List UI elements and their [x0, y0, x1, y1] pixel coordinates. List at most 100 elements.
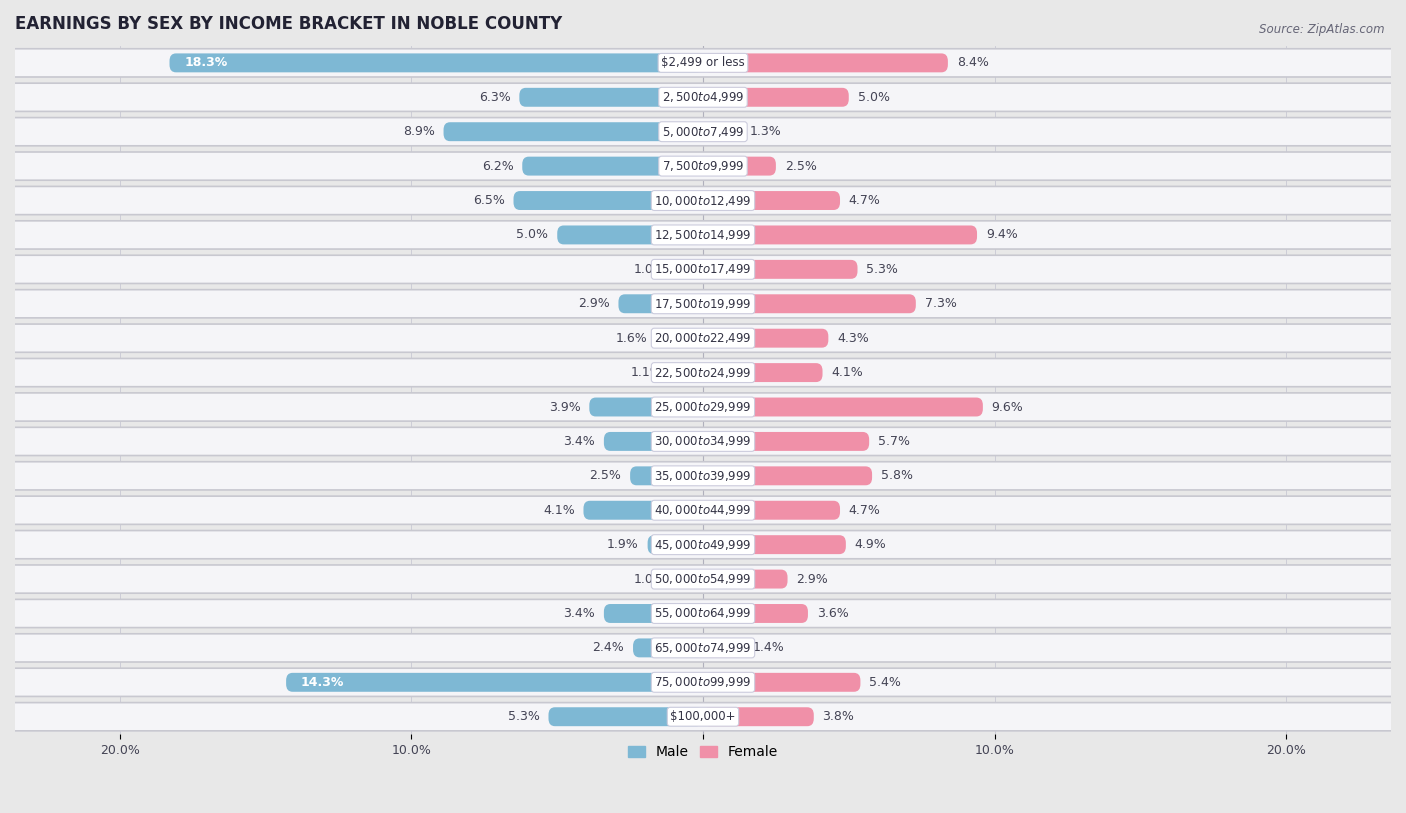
FancyBboxPatch shape: [0, 49, 1406, 77]
Text: 6.5%: 6.5%: [472, 194, 505, 207]
FancyBboxPatch shape: [0, 83, 1406, 111]
FancyBboxPatch shape: [703, 570, 787, 589]
FancyBboxPatch shape: [703, 501, 839, 520]
Text: $30,000 to $34,999: $30,000 to $34,999: [654, 434, 752, 449]
FancyBboxPatch shape: [583, 501, 703, 520]
Text: $2,499 or less: $2,499 or less: [661, 56, 745, 69]
FancyBboxPatch shape: [557, 225, 703, 245]
FancyBboxPatch shape: [0, 118, 1406, 146]
Text: $20,000 to $22,499: $20,000 to $22,499: [654, 331, 752, 346]
Text: $5,000 to $7,499: $5,000 to $7,499: [662, 124, 744, 139]
Text: $22,500 to $24,999: $22,500 to $24,999: [654, 366, 752, 380]
Text: 3.4%: 3.4%: [564, 607, 595, 620]
Text: 14.3%: 14.3%: [301, 676, 344, 689]
Text: EARNINGS BY SEX BY INCOME BRACKET IN NOBLE COUNTY: EARNINGS BY SEX BY INCOME BRACKET IN NOB…: [15, 15, 562, 33]
Text: $10,000 to $12,499: $10,000 to $12,499: [654, 193, 752, 207]
FancyBboxPatch shape: [0, 289, 1406, 318]
Text: 4.7%: 4.7%: [849, 194, 880, 207]
FancyBboxPatch shape: [589, 398, 703, 416]
Text: 5.8%: 5.8%: [880, 469, 912, 482]
Text: 9.4%: 9.4%: [986, 228, 1018, 241]
FancyBboxPatch shape: [703, 260, 858, 279]
Text: $75,000 to $99,999: $75,000 to $99,999: [654, 676, 752, 689]
Text: 5.0%: 5.0%: [858, 91, 890, 104]
FancyBboxPatch shape: [703, 225, 977, 245]
Text: $12,500 to $14,999: $12,500 to $14,999: [654, 228, 752, 242]
FancyBboxPatch shape: [703, 673, 860, 692]
FancyBboxPatch shape: [0, 393, 1406, 421]
FancyBboxPatch shape: [703, 191, 839, 210]
FancyBboxPatch shape: [0, 186, 1406, 215]
FancyBboxPatch shape: [605, 432, 703, 451]
FancyBboxPatch shape: [522, 157, 703, 176]
Legend: Male, Female: Male, Female: [623, 740, 783, 765]
FancyBboxPatch shape: [671, 363, 703, 382]
FancyBboxPatch shape: [703, 328, 828, 348]
Text: $45,000 to $49,999: $45,000 to $49,999: [654, 537, 752, 552]
Text: 2.5%: 2.5%: [589, 469, 621, 482]
Text: $2,500 to $4,999: $2,500 to $4,999: [662, 90, 744, 104]
FancyBboxPatch shape: [0, 221, 1406, 249]
Text: 7.3%: 7.3%: [925, 298, 956, 311]
Text: 1.6%: 1.6%: [616, 332, 648, 345]
FancyBboxPatch shape: [0, 599, 1406, 628]
FancyBboxPatch shape: [443, 122, 703, 141]
Text: 1.0%: 1.0%: [633, 572, 665, 585]
FancyBboxPatch shape: [0, 496, 1406, 524]
Text: 4.9%: 4.9%: [855, 538, 886, 551]
FancyBboxPatch shape: [0, 152, 1406, 180]
Text: 5.0%: 5.0%: [516, 228, 548, 241]
Text: 1.1%: 1.1%: [630, 366, 662, 379]
Text: 4.1%: 4.1%: [831, 366, 863, 379]
Text: $25,000 to $29,999: $25,000 to $29,999: [654, 400, 752, 414]
FancyBboxPatch shape: [619, 294, 703, 313]
Text: 4.1%: 4.1%: [543, 504, 575, 517]
FancyBboxPatch shape: [703, 363, 823, 382]
FancyBboxPatch shape: [0, 668, 1406, 697]
FancyBboxPatch shape: [0, 565, 1406, 593]
Text: 18.3%: 18.3%: [184, 56, 228, 69]
FancyBboxPatch shape: [703, 535, 846, 554]
Text: $35,000 to $39,999: $35,000 to $39,999: [654, 469, 752, 483]
Text: 4.3%: 4.3%: [837, 332, 869, 345]
Text: 8.9%: 8.9%: [404, 125, 434, 138]
Text: 5.7%: 5.7%: [877, 435, 910, 448]
Text: 1.9%: 1.9%: [607, 538, 638, 551]
FancyBboxPatch shape: [630, 467, 703, 485]
Text: $100,000+: $100,000+: [671, 711, 735, 724]
Text: $17,500 to $19,999: $17,500 to $19,999: [654, 297, 752, 311]
FancyBboxPatch shape: [605, 604, 703, 623]
Text: 5.3%: 5.3%: [866, 263, 898, 276]
Text: 3.9%: 3.9%: [548, 401, 581, 414]
FancyBboxPatch shape: [703, 54, 948, 72]
FancyBboxPatch shape: [548, 707, 703, 726]
FancyBboxPatch shape: [0, 428, 1406, 455]
Text: $50,000 to $54,999: $50,000 to $54,999: [654, 572, 752, 586]
Text: $40,000 to $44,999: $40,000 to $44,999: [654, 503, 752, 517]
FancyBboxPatch shape: [703, 432, 869, 451]
FancyBboxPatch shape: [285, 673, 703, 692]
FancyBboxPatch shape: [703, 122, 741, 141]
FancyBboxPatch shape: [673, 570, 703, 589]
FancyBboxPatch shape: [0, 462, 1406, 490]
FancyBboxPatch shape: [703, 604, 808, 623]
FancyBboxPatch shape: [170, 54, 703, 72]
FancyBboxPatch shape: [703, 707, 814, 726]
FancyBboxPatch shape: [657, 328, 703, 348]
FancyBboxPatch shape: [519, 88, 703, 107]
FancyBboxPatch shape: [0, 359, 1406, 387]
FancyBboxPatch shape: [703, 638, 744, 658]
FancyBboxPatch shape: [513, 191, 703, 210]
Text: $55,000 to $64,999: $55,000 to $64,999: [654, 606, 752, 620]
FancyBboxPatch shape: [0, 634, 1406, 662]
Text: $15,000 to $17,499: $15,000 to $17,499: [654, 263, 752, 276]
Text: 5.3%: 5.3%: [508, 711, 540, 724]
Text: 3.4%: 3.4%: [564, 435, 595, 448]
Text: 3.6%: 3.6%: [817, 607, 848, 620]
Text: $65,000 to $74,999: $65,000 to $74,999: [654, 641, 752, 655]
Text: Source: ZipAtlas.com: Source: ZipAtlas.com: [1260, 23, 1385, 36]
Text: 9.6%: 9.6%: [991, 401, 1024, 414]
Text: 8.4%: 8.4%: [956, 56, 988, 69]
Text: 5.4%: 5.4%: [869, 676, 901, 689]
Text: 6.2%: 6.2%: [482, 159, 513, 172]
